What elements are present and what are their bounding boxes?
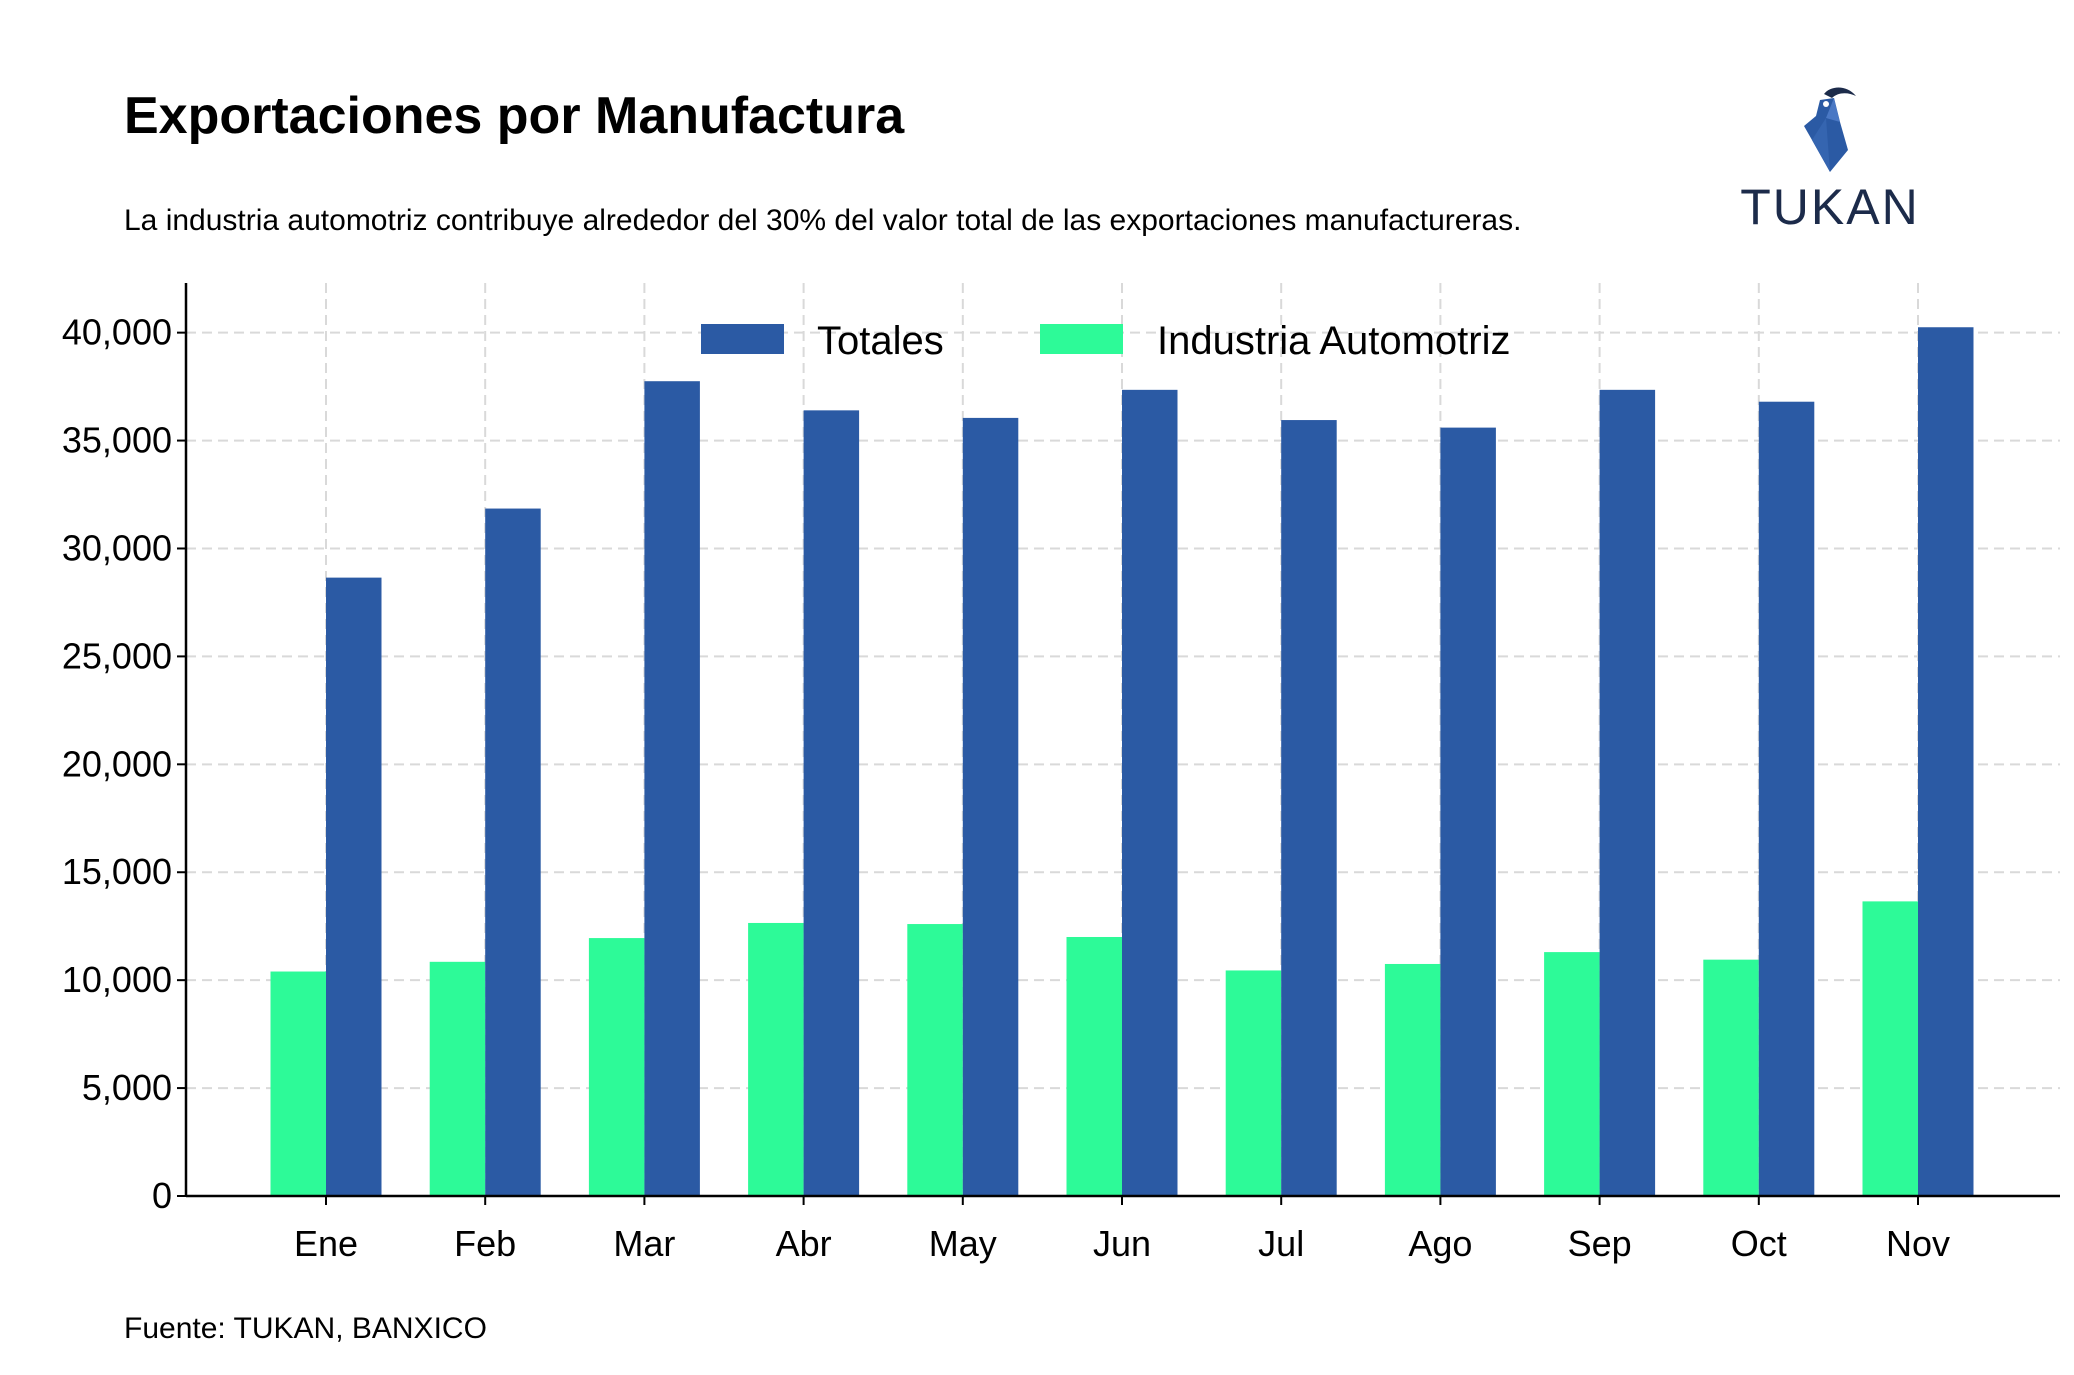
bar-automotriz	[1703, 959, 1759, 1196]
y-tick-label: 35,000	[62, 420, 172, 461]
bar-automotriz	[588, 938, 645, 1196]
bars	[270, 327, 1974, 1197]
x-tick-label: Jun	[1093, 1223, 1151, 1264]
bar-totales	[803, 410, 860, 1196]
tukan-logo: TUKAN	[1740, 82, 1920, 235]
x-tick-label: May	[929, 1223, 997, 1264]
bar-automotriz	[1384, 963, 1441, 1196]
bar-automotriz	[907, 924, 963, 1196]
bar-automotriz	[1862, 901, 1918, 1196]
x-tick-label: Feb	[454, 1223, 516, 1264]
bar-totales	[1758, 401, 1815, 1197]
source-note: Fuente: TUKAN, BANXICO	[124, 1312, 487, 1345]
bar-totales	[644, 381, 700, 1196]
y-tick-label: 40,000	[62, 312, 172, 353]
chart-title: Exportaciones por Manufactura	[124, 87, 905, 145]
legend: Totales Industria Automotriz	[701, 319, 1511, 363]
x-tick-label: Abr	[776, 1223, 832, 1264]
bar-totales	[485, 508, 541, 1196]
y-tick-label: 5,000	[82, 1067, 172, 1108]
x-tick-label: Sep	[1568, 1223, 1632, 1264]
y-tick-label: 10,000	[62, 959, 172, 1000]
bar-automotriz	[748, 922, 804, 1196]
bar-automotriz	[1225, 970, 1282, 1196]
logo-text: TUKAN	[1740, 179, 1920, 235]
x-tick-label: Jul	[1258, 1223, 1304, 1264]
x-tick-labels: Ene Feb Mar Abr May Jun Jul Ago Sep Oct Nov	[294, 1223, 1950, 1264]
bar-automotriz	[429, 961, 486, 1196]
legend-label: Totales	[817, 319, 944, 363]
legend-swatch	[1040, 324, 1123, 354]
y-tick-label: 15,000	[62, 851, 172, 892]
bar-automotriz	[1066, 936, 1122, 1196]
chart-subtitle: La industria automotriz contribuye alred…	[124, 204, 1522, 237]
y-tick-label: 25,000	[62, 635, 172, 676]
bar-automotriz	[1544, 952, 1600, 1196]
y-tick-label: 20,000	[62, 743, 172, 784]
toucan-logo-icon	[1804, 87, 1856, 172]
axes	[177, 283, 2060, 1205]
bar-totales	[1599, 389, 1656, 1196]
y-tick-label: 30,000	[62, 527, 172, 568]
bar-totales	[326, 577, 382, 1196]
y-tick-label: 0	[152, 1175, 172, 1216]
x-tick-label: Ene	[294, 1223, 358, 1264]
legend-label: Industria Automotriz	[1157, 319, 1511, 363]
y-tick-labels: 0 5,000 10,000 15,000 20,000 25,000 30,000 35,0…	[62, 312, 172, 1216]
bar-totales	[1440, 427, 1496, 1196]
bar-totales	[1281, 420, 1337, 1196]
bar-totales	[1918, 327, 1974, 1196]
x-tick-label: Oct	[1731, 1223, 1787, 1264]
bar-totales	[962, 417, 1019, 1196]
x-tick-label: Nov	[1886, 1223, 1950, 1264]
x-tick-label: Mar	[613, 1223, 675, 1264]
x-tick-label: Ago	[1408, 1223, 1472, 1264]
bar-totales	[1122, 389, 1178, 1196]
bar-automotriz	[270, 971, 326, 1196]
legend-swatch	[701, 324, 784, 354]
